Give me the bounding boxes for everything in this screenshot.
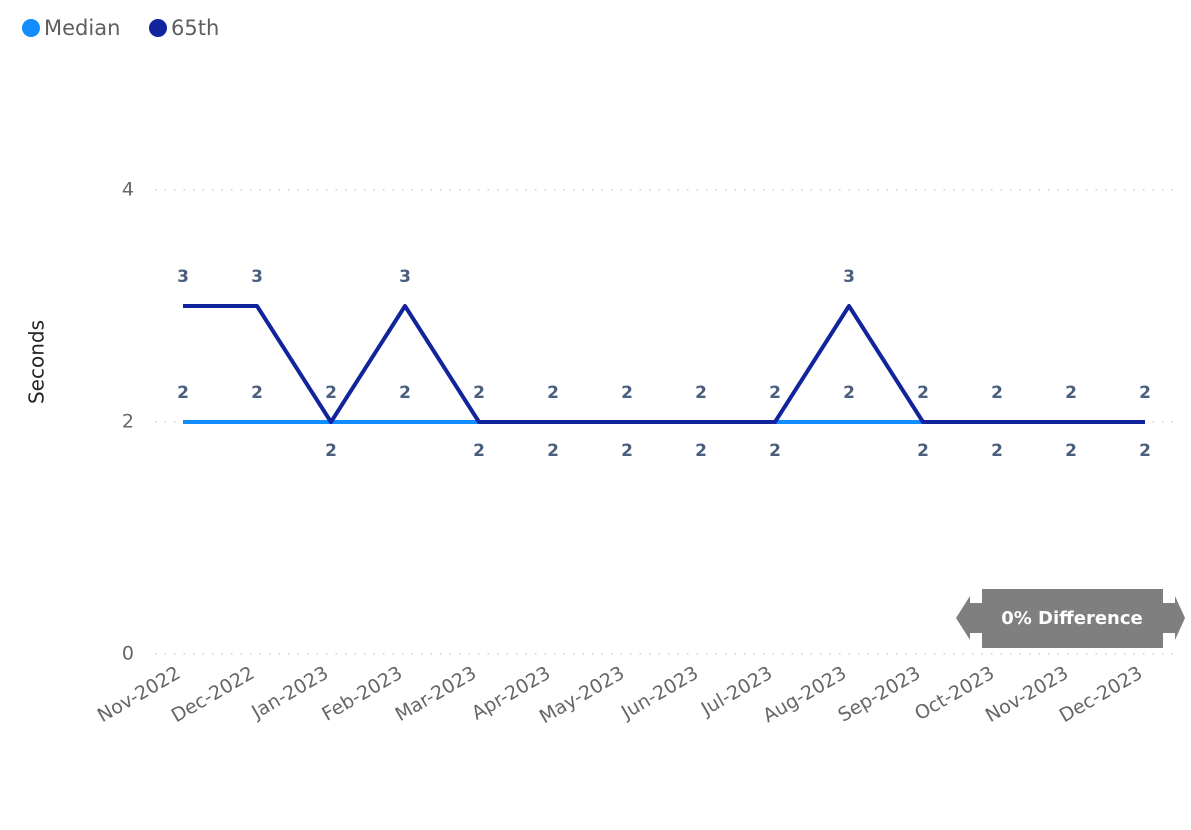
x-tick-label: Jun-2023 xyxy=(617,662,702,724)
series-line xyxy=(183,304,1145,424)
legend-label: Median xyxy=(44,16,120,40)
annotation-box: 0% Difference xyxy=(956,589,1185,648)
data-label: 2 xyxy=(547,383,559,403)
data-label: 2 xyxy=(991,383,1003,403)
data-label: 2 xyxy=(769,383,781,403)
legend-marker xyxy=(22,19,40,37)
data-label: 2 xyxy=(177,383,189,403)
data-label: 2 xyxy=(1139,441,1151,461)
x-tick-label: Jan-2023 xyxy=(247,662,332,724)
y-tick-label: 0 xyxy=(122,643,134,665)
data-label: 2 xyxy=(1065,383,1077,403)
x-tick-label: Dec-2022 xyxy=(168,662,259,727)
x-tick-label: Mar-2023 xyxy=(391,662,480,726)
data-label: 3 xyxy=(177,267,189,287)
y-tick-label: 4 xyxy=(122,179,134,201)
data-label: 2 xyxy=(1139,383,1151,403)
x-tick-label: Feb-2023 xyxy=(318,662,406,725)
y-tick-label: 2 xyxy=(122,411,134,433)
x-tick-label: Sep-2023 xyxy=(834,662,924,727)
annotation-arrow-left xyxy=(956,596,982,640)
data-label: 2 xyxy=(1065,441,1077,461)
data-label: 3 xyxy=(843,267,855,287)
x-tick-label: Nov-2023 xyxy=(982,662,1072,727)
data-label: 2 xyxy=(843,383,855,403)
data-label: 3 xyxy=(399,267,411,287)
data-label: 2 xyxy=(695,441,707,461)
data-label: 2 xyxy=(251,383,263,403)
data-label: 2 xyxy=(325,441,337,461)
legend-label: 65th xyxy=(171,16,219,40)
data-label: 2 xyxy=(621,441,633,461)
data-label: 2 xyxy=(473,383,485,403)
annotation-arrow-right xyxy=(1163,596,1185,640)
data-label: 2 xyxy=(769,441,781,461)
data-label: 2 xyxy=(991,441,1003,461)
data-label: 2 xyxy=(695,383,707,403)
annotation-bg xyxy=(982,589,1163,648)
data-label: 2 xyxy=(547,441,559,461)
data-label: 2 xyxy=(325,383,337,403)
x-tick-label: Dec-2023 xyxy=(1056,662,1147,727)
y-axis-title: Seconds xyxy=(25,320,49,404)
data-label: 3 xyxy=(251,267,263,287)
x-tick-label: Nov-2022 xyxy=(94,662,184,727)
data-label: 2 xyxy=(473,441,485,461)
x-tick-label: May-2023 xyxy=(536,662,629,728)
data-label: 2 xyxy=(917,383,929,403)
data-label: 2 xyxy=(399,383,411,403)
legend-marker xyxy=(149,19,167,37)
x-tick-label: Aug-2023 xyxy=(759,662,850,727)
annotation-text: 0% Difference xyxy=(1001,608,1143,629)
data-label: 2 xyxy=(917,441,929,461)
data-label: 2 xyxy=(621,383,633,403)
